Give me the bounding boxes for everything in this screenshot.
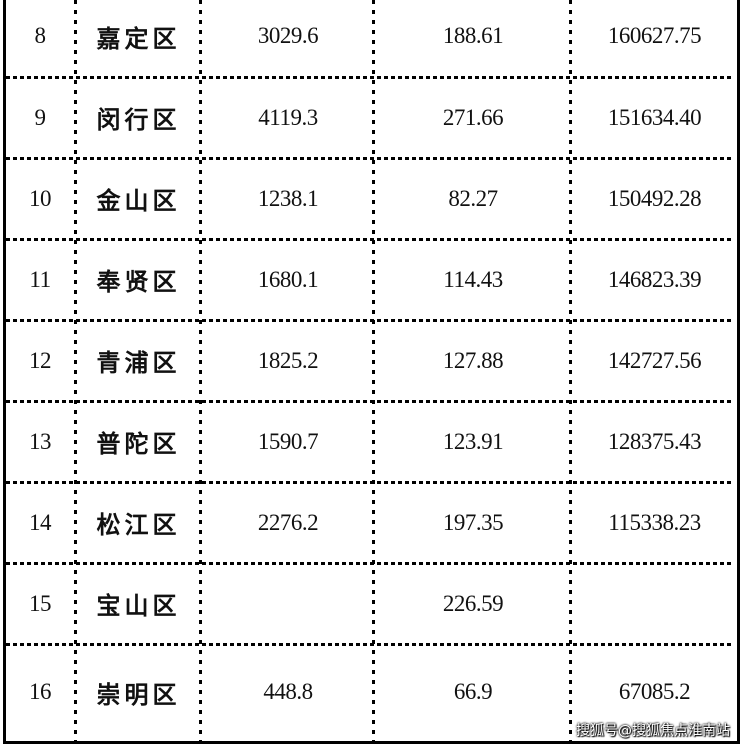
value-cell: 66.9 — [453, 679, 493, 704]
district-cell: 奉贤区 — [96, 270, 181, 296]
row-divider — [6, 157, 734, 160]
value-cell: 197.35 — [442, 509, 504, 535]
row-divider — [6, 562, 734, 565]
value-cell: 3029.6 — [257, 23, 319, 48]
value-cell: 226.59 — [442, 590, 504, 616]
district-cell: 青浦区 — [96, 351, 181, 377]
district-cell: 普陀区 — [96, 432, 181, 458]
rank-cell: 11 — [29, 266, 51, 292]
rank-cell: 13 — [29, 428, 52, 454]
row-divider — [6, 319, 734, 322]
table-frame — [3, 0, 740, 744]
row-divider — [6, 400, 734, 403]
column-divider — [199, 0, 202, 741]
rank-cell: 10 — [29, 185, 52, 211]
rank-cell: 14 — [29, 509, 52, 535]
district-cell: 宝山区 — [96, 594, 181, 620]
value-cell — [202, 563, 374, 644]
table-row: 15 宝山区 226.59 — [6, 563, 734, 644]
table-row: 9 闵行区 4119.3 271.66 151634.40 — [6, 77, 734, 158]
value-cell: 1825.2 — [257, 347, 319, 373]
value-cell: 123.91 — [442, 428, 504, 454]
value-cell: 448.8 — [263, 679, 313, 704]
value-cell: 127.88 — [442, 347, 504, 373]
district-cell: 闵行区 — [96, 108, 181, 134]
watermark: 搜狐号@搜狐焦点淮南站 — [576, 723, 730, 739]
value-cell: 1238.1 — [257, 185, 319, 211]
table-row: 11 奉贤区 1680.1 114.43 146823.39 — [6, 239, 734, 320]
value-cell: 142727.56 — [607, 347, 702, 373]
value-cell: 1590.7 — [257, 428, 319, 454]
value-cell: 4119.3 — [258, 104, 318, 130]
district-cell: 松江区 — [96, 513, 181, 539]
value-cell: 160627.75 — [607, 23, 702, 48]
rank-cell: 8 — [34, 23, 47, 48]
value-cell: 150492.28 — [607, 185, 702, 211]
table-row: 12 青浦区 1825.2 127.88 142727.56 — [6, 320, 734, 401]
value-cell: 67085.2 — [618, 679, 691, 704]
district-cell: 嘉定区 — [96, 26, 181, 53]
column-divider — [569, 0, 572, 741]
column-divider — [372, 0, 375, 741]
rank-cell: 12 — [29, 347, 52, 373]
table-row: 14 松江区 2276.2 197.35 115338.23 — [6, 482, 734, 563]
value-cell: 115338.23 — [608, 509, 701, 535]
table-row: 13 普陀区 1590.7 123.91 128375.43 — [6, 401, 734, 482]
value-cell: 82.27 — [448, 185, 498, 211]
value-cell — [572, 563, 737, 644]
table-row: 10 金山区 1238.1 82.27 150492.28 — [6, 158, 734, 239]
rank-cell: 16 — [29, 679, 52, 704]
rank-cell: 9 — [34, 104, 47, 130]
table-row: 8 嘉定区 3029.6 188.61 160627.75 — [6, 0, 734, 77]
column-divider — [74, 0, 77, 741]
district-cell: 金山区 — [96, 189, 181, 215]
rank-cell: 15 — [29, 590, 52, 616]
row-divider — [6, 643, 734, 646]
value-cell: 1680.1 — [257, 266, 319, 292]
table-row: 16 崇明区 448.8 66.9 67085.2 — [6, 644, 734, 740]
row-divider — [6, 76, 734, 79]
value-cell: 128375.43 — [607, 428, 702, 454]
value-cell: 271.66 — [442, 104, 504, 130]
value-cell: 146823.39 — [607, 266, 702, 292]
value-cell: 2276.2 — [257, 509, 319, 535]
row-divider — [6, 481, 734, 484]
district-cell: 崇明区 — [96, 682, 181, 709]
value-cell: 188.61 — [442, 23, 504, 48]
value-cell: 114.43 — [443, 266, 503, 292]
row-divider — [6, 238, 734, 241]
value-cell: 151634.40 — [607, 104, 702, 130]
